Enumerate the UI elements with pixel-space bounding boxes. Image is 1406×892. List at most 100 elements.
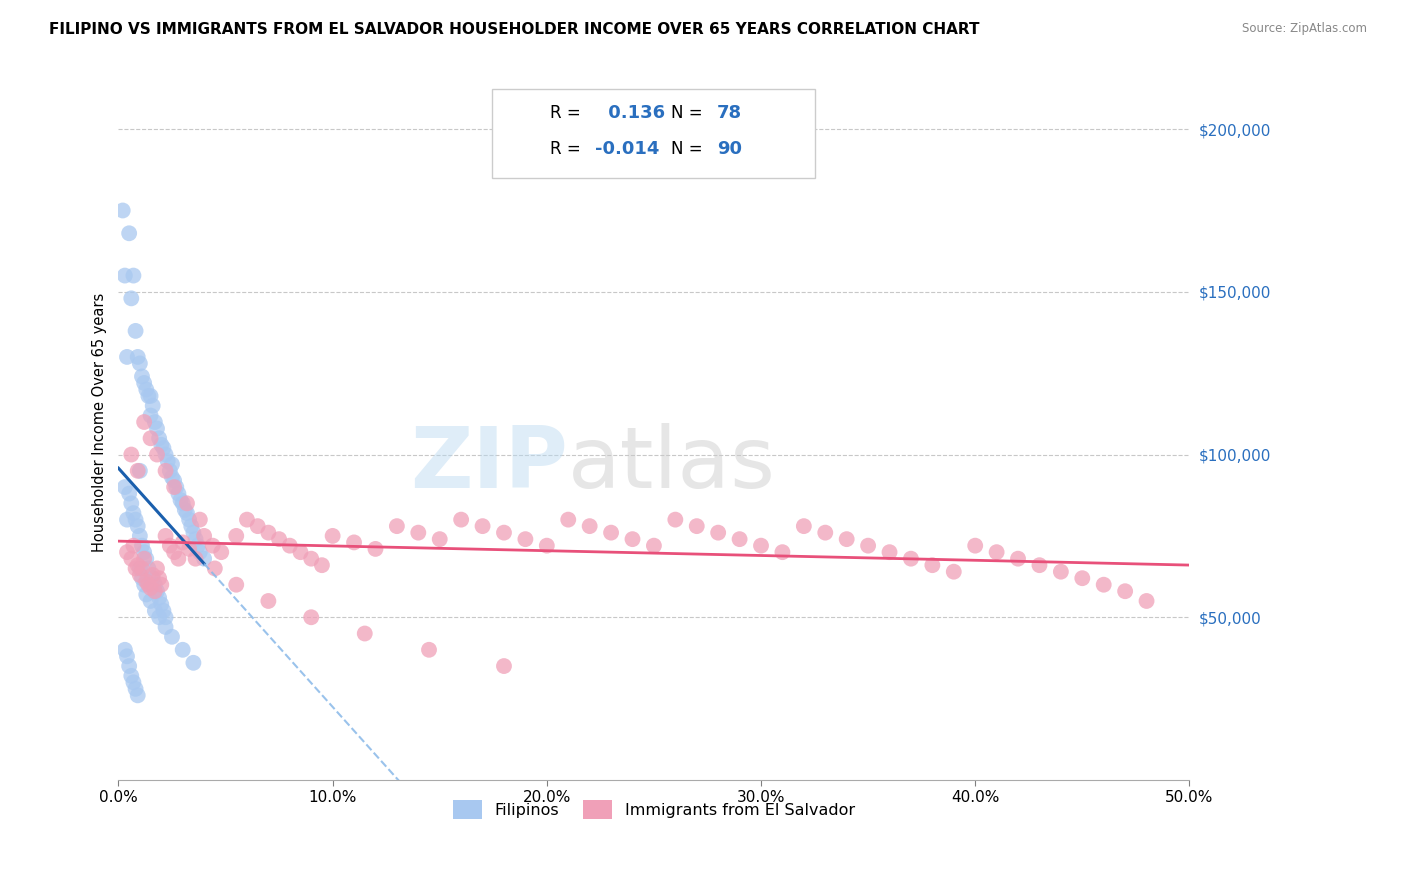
Point (749, 539, 772, 553)
Point (143, 578, 166, 592)
Point (686, 519, 709, 533)
Point (193, 529, 215, 543)
Point (183, 525, 205, 540)
Point (120, 669, 142, 683)
Point (322, 529, 344, 543)
Point (492, 659, 515, 673)
Point (146, 561, 169, 575)
Point (128, 529, 150, 543)
Point (173, 503, 195, 517)
Point (122, 506, 145, 520)
Point (188, 513, 211, 527)
Point (150, 438, 173, 452)
Point (155, 620, 177, 634)
Point (1028, 558, 1050, 573)
Point (643, 539, 665, 553)
Point (1114, 584, 1136, 599)
Point (115, 350, 138, 364)
Point (450, 513, 472, 527)
Point (120, 496, 142, 510)
Point (156, 454, 179, 468)
Point (364, 541, 387, 556)
Point (536, 539, 558, 553)
Point (114, 642, 136, 657)
Point (160, 630, 183, 644)
Text: N =: N = (671, 140, 702, 158)
Point (143, 415, 166, 429)
Point (835, 532, 858, 546)
Point (143, 584, 166, 599)
Point (986, 545, 1008, 559)
Point (180, 519, 202, 533)
Point (163, 545, 186, 559)
Point (193, 551, 215, 566)
Point (118, 659, 141, 673)
Point (225, 578, 247, 592)
Point (138, 561, 160, 575)
Point (172, 535, 194, 549)
Point (134, 551, 156, 566)
Point (122, 675, 145, 690)
Point (155, 448, 177, 462)
Point (290, 545, 312, 559)
Point (167, 486, 190, 500)
Text: -0.014: -0.014 (595, 140, 659, 158)
Text: 90: 90 (717, 140, 742, 158)
Point (163, 474, 186, 488)
Point (728, 532, 751, 546)
Point (160, 470, 183, 484)
Point (118, 486, 141, 500)
Point (135, 574, 157, 589)
Point (225, 529, 247, 543)
Point (122, 539, 145, 553)
Point (114, 268, 136, 283)
Point (148, 571, 170, 585)
Point (492, 525, 515, 540)
Point (879, 545, 901, 559)
Point (139, 594, 162, 608)
Text: N =: N = (671, 104, 702, 122)
Point (707, 525, 730, 540)
Point (159, 539, 181, 553)
Point (127, 558, 149, 573)
Text: R =: R = (550, 140, 581, 158)
Point (236, 513, 259, 527)
Point (299, 551, 322, 566)
Point (942, 565, 965, 579)
Point (138, 389, 160, 403)
Point (201, 539, 224, 553)
Point (131, 539, 153, 553)
Point (135, 587, 157, 601)
Point (965, 539, 987, 553)
Point (128, 561, 150, 575)
Point (429, 532, 451, 546)
Point (1007, 551, 1029, 566)
Point (111, 203, 134, 218)
Point (172, 496, 194, 510)
Point (138, 578, 160, 592)
Point (184, 551, 207, 566)
Point (114, 480, 136, 494)
Legend: Filipinos, Immigrants from El Salvador: Filipinos, Immigrants from El Salvador (447, 793, 862, 826)
Point (134, 376, 156, 390)
Point (124, 681, 146, 696)
Point (176, 496, 198, 510)
Point (169, 493, 191, 508)
Point (257, 594, 280, 608)
Point (343, 535, 366, 549)
Point (127, 519, 149, 533)
Point (124, 561, 146, 575)
Point (578, 519, 600, 533)
Point (139, 389, 162, 403)
Point (278, 539, 301, 553)
Y-axis label: Householder Income Over 65 years: Householder Income Over 65 years (93, 293, 107, 551)
Point (1050, 565, 1073, 579)
Point (148, 610, 170, 624)
Point (115, 513, 138, 527)
Point (150, 597, 173, 611)
Point (142, 571, 165, 585)
Point (120, 448, 142, 462)
Point (146, 584, 169, 599)
Point (167, 551, 190, 566)
Text: atlas: atlas (568, 424, 776, 507)
